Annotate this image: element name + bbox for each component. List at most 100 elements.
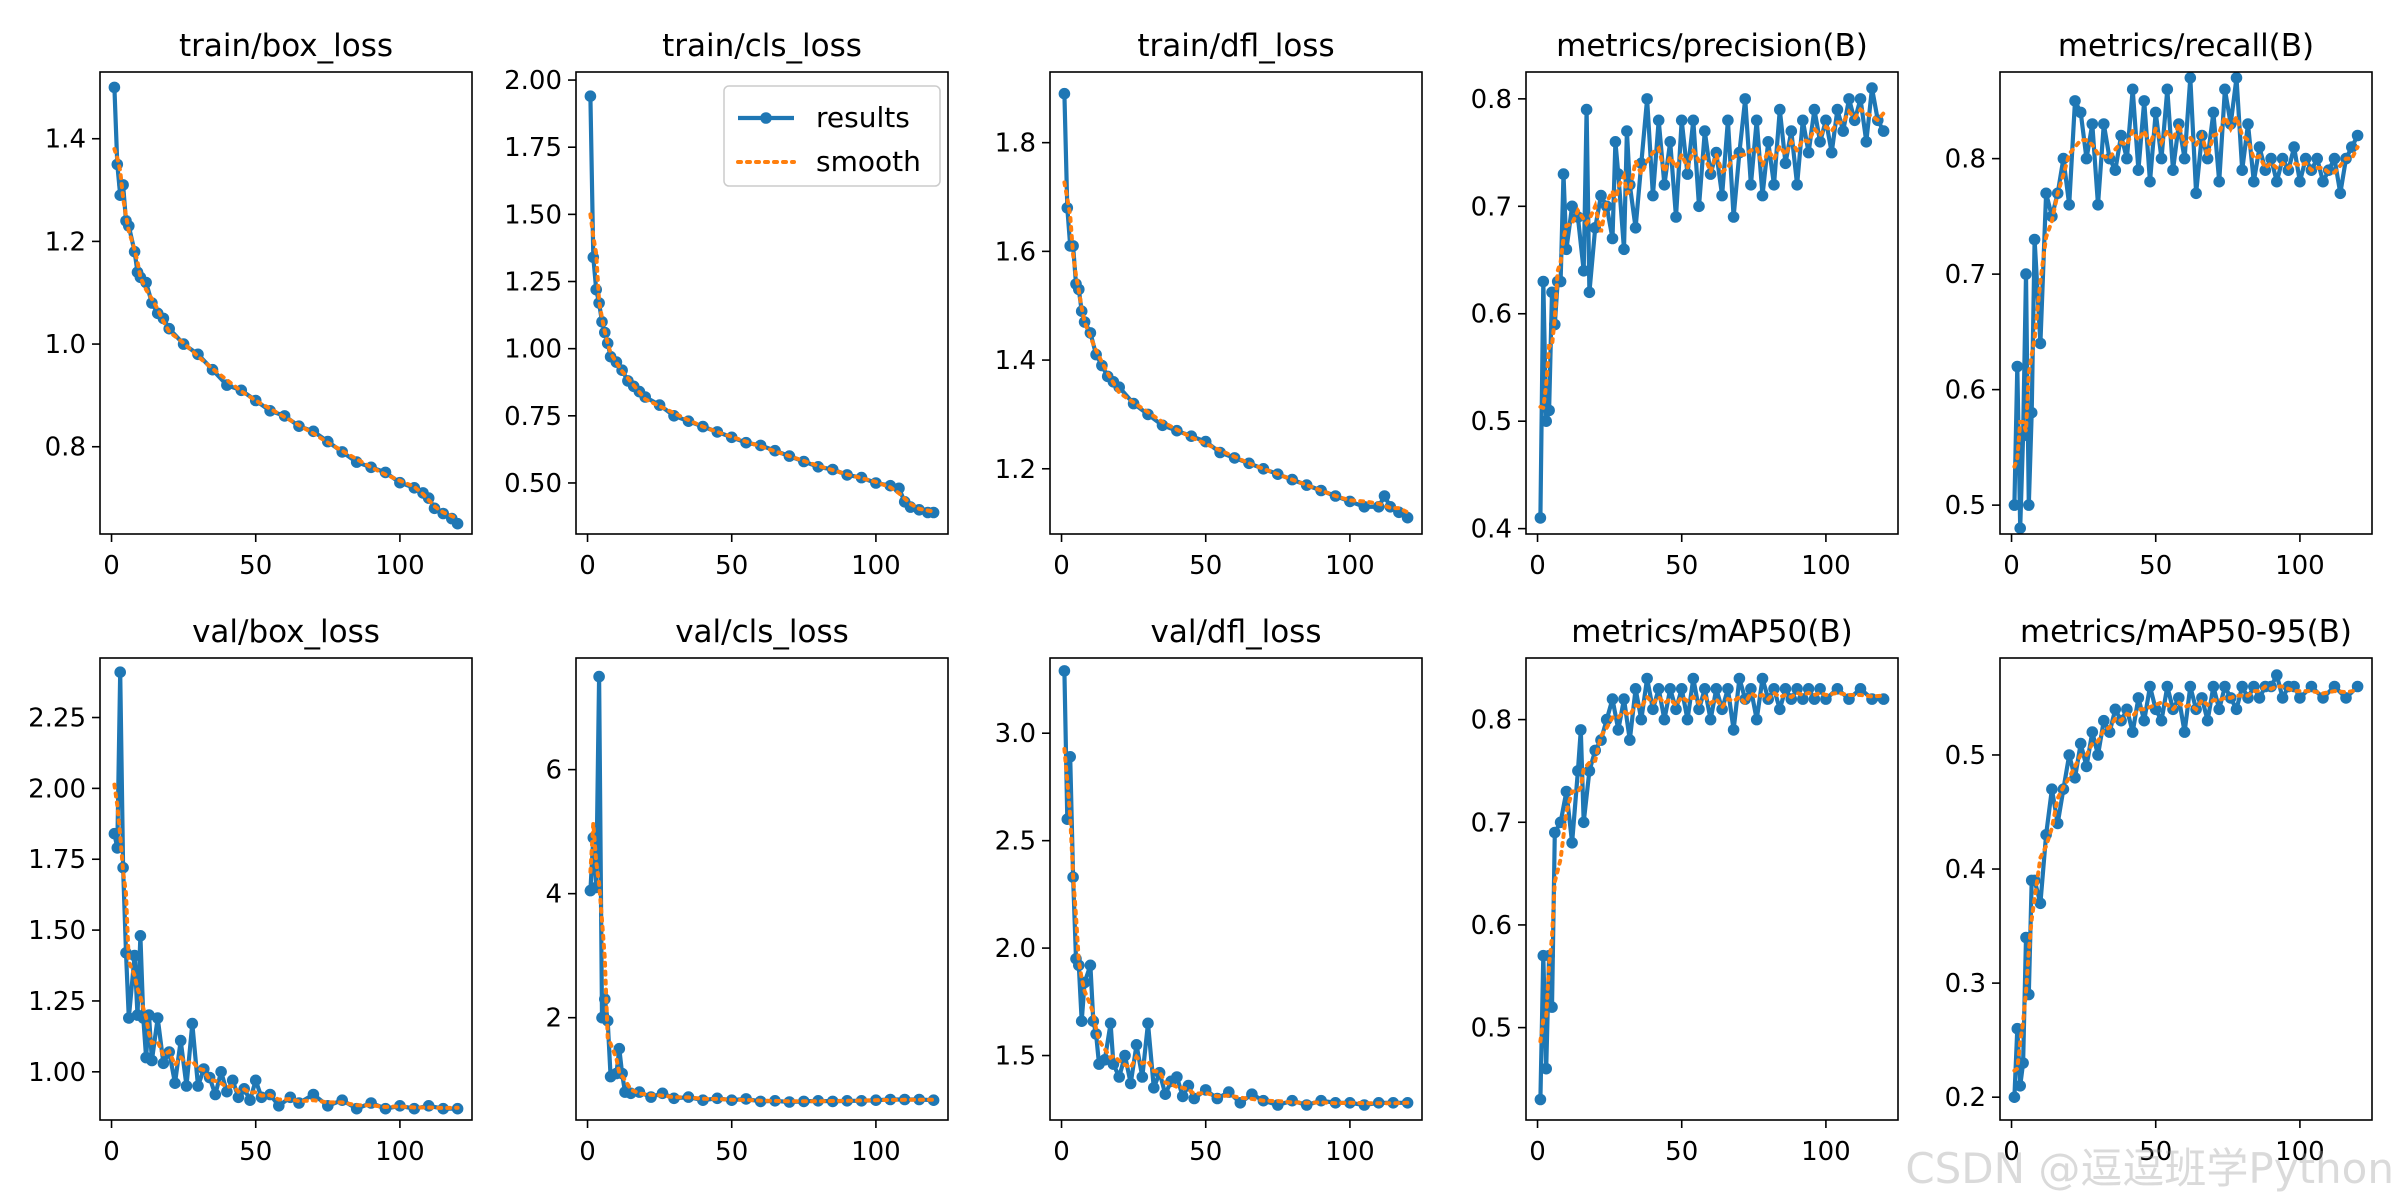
results-point <box>1704 713 1717 726</box>
results-point <box>1540 1062 1552 1075</box>
results-point <box>215 1066 227 1078</box>
results-point <box>2178 152 2191 165</box>
results-point <box>2092 749 2104 761</box>
y-tick-label: 1.8 <box>995 129 1036 159</box>
results-point <box>2201 152 2214 165</box>
results-point <box>1612 168 1625 180</box>
results-point <box>1854 683 1867 695</box>
results-point <box>134 930 147 942</box>
results-point <box>2236 164 2248 176</box>
results-point <box>2161 83 2174 96</box>
results-point <box>1148 1082 1160 1094</box>
results-point <box>2126 83 2139 96</box>
results-point <box>1358 501 1371 513</box>
legend-smooth-label: smooth <box>816 145 921 178</box>
results-point <box>209 1088 222 1101</box>
results-point <box>1540 415 1552 428</box>
subplot-title: metrics/recall(B) <box>2058 28 2314 64</box>
results-point <box>1176 1090 1189 1103</box>
results-point <box>2115 129 2127 142</box>
results-point <box>2328 680 2341 693</box>
results-point <box>2008 1091 2021 1103</box>
results-point <box>2138 714 2150 727</box>
results-point <box>2253 692 2266 704</box>
results-point <box>169 1077 181 1089</box>
results-point <box>2138 95 2150 107</box>
x-tick-label: 0 <box>579 1137 596 1167</box>
results-point <box>1820 114 1832 127</box>
results-point <box>437 1102 450 1115</box>
results-point <box>2011 360 2024 373</box>
y-tick-label: 0.4 <box>1945 855 1986 885</box>
results-point <box>157 1057 170 1070</box>
results-point <box>1860 136 1873 148</box>
results-point <box>2288 141 2300 153</box>
y-tick-label: 6 <box>545 756 562 786</box>
results-point <box>2121 152 2133 165</box>
y-tick-label: 0.8 <box>1945 145 1986 175</box>
smooth-line <box>1062 747 1410 1106</box>
results-point <box>1124 1077 1137 1090</box>
results-point <box>2161 680 2174 693</box>
results-point <box>273 1100 285 1112</box>
results-point <box>2271 175 2283 188</box>
results-point <box>192 1080 204 1092</box>
results-point <box>812 1095 824 1107</box>
legend-results-label: results <box>816 101 910 134</box>
x-tick-label: 100 <box>2275 551 2325 581</box>
results-point <box>2155 152 2168 165</box>
results-point <box>1171 1071 1183 1083</box>
results-point <box>1580 103 1593 116</box>
results-point <box>2299 152 2312 165</box>
y-tick-label: 0.4 <box>1471 515 1512 545</box>
results-point <box>1768 179 1780 191</box>
results-point <box>1797 114 1809 127</box>
y-tick-label: 0.6 <box>1945 376 1986 406</box>
results-point <box>1699 125 1711 137</box>
results-point <box>2014 522 2026 534</box>
results-point <box>2144 175 2156 188</box>
smooth-line <box>112 782 460 1111</box>
y-tick-label: 1.50 <box>504 200 562 230</box>
y-tick-label: 0.5 <box>1945 741 1986 771</box>
results-point <box>2155 714 2168 727</box>
x-tick-label: 100 <box>375 1137 425 1167</box>
smooth-line <box>1538 689 1886 1044</box>
subplot-0: train/box_loss 0 50 100 0.8 1.0 1.2 1.4 <box>45 28 473 581</box>
results-point <box>1825 146 1838 159</box>
smooth-line <box>588 822 936 1104</box>
results-point <box>1802 683 1815 695</box>
results-point <box>174 1034 187 1047</box>
results-point <box>1652 114 1665 127</box>
results-point <box>2086 118 2099 130</box>
x-tick-label: 0 <box>2003 1137 2020 1167</box>
results-point <box>1837 125 1849 137</box>
results-point <box>1624 734 1636 746</box>
results-point <box>2294 692 2306 704</box>
results-point <box>2126 726 2139 738</box>
results-point <box>1722 683 1734 695</box>
results-point <box>1779 683 1792 695</box>
results-line <box>112 87 459 526</box>
results-point <box>1534 1093 1547 1106</box>
y-tick-label: 1.2 <box>995 455 1036 485</box>
results-point <box>1762 136 1774 148</box>
y-tick-label: 1.2 <box>45 227 86 257</box>
results-point <box>2063 199 2075 211</box>
smooth-line <box>2012 111 2360 469</box>
subplot-3: metrics/precision(B) 0 50 100 0.4 0.5 0.6 0.7 0.… <box>1471 28 1899 581</box>
results-point <box>2190 187 2202 200</box>
x-tick-label: 0 <box>2003 551 2020 581</box>
y-tick-label: 1.50 <box>28 916 86 946</box>
results-point <box>2074 106 2087 119</box>
results-point <box>1658 713 1671 726</box>
axes-frame <box>1999 657 2373 1121</box>
results-point <box>1808 103 1821 116</box>
subplot-1: train/cls_loss 0 50 100 0.50 0.75 1.00 1.25 1.50… <box>504 28 949 581</box>
results-point <box>1606 693 1619 705</box>
results-point <box>1675 114 1688 127</box>
results-point <box>1745 179 1757 191</box>
results-point <box>1549 826 1561 839</box>
results-point <box>1814 136 1826 148</box>
results-point <box>2230 703 2243 716</box>
